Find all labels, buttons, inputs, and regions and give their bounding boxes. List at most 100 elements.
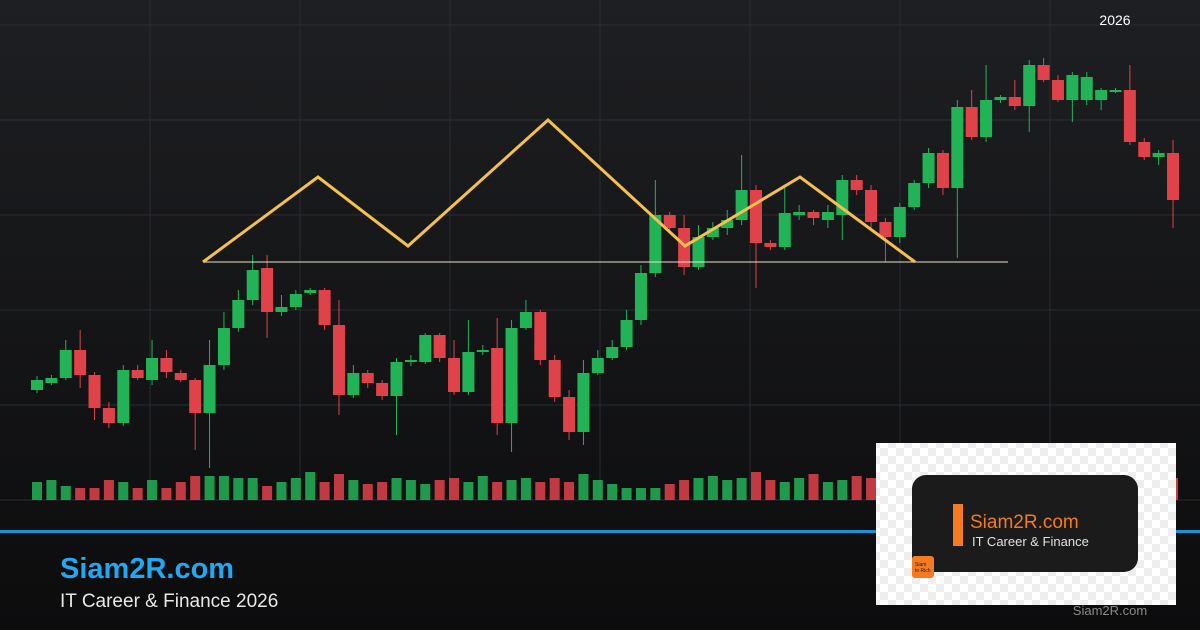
volume-bar	[132, 488, 143, 500]
candle-body	[821, 212, 834, 220]
candle-body	[980, 100, 993, 137]
candle-body	[893, 207, 906, 237]
candle-body	[117, 370, 130, 423]
volume-bar	[391, 478, 402, 500]
volume-bar	[75, 488, 86, 500]
volume-bar	[420, 484, 431, 500]
candle-body	[706, 228, 719, 237]
candle-body	[1080, 77, 1093, 100]
candle-body	[59, 350, 72, 378]
candle-body	[663, 215, 676, 228]
logo-badge	[912, 556, 934, 578]
logo: Siam2R.com IT Career & Finance Siam to R…	[876, 443, 1176, 605]
candle-body	[534, 312, 547, 360]
candle-body	[1023, 65, 1036, 106]
watermark: Siam2R.com	[1073, 603, 1147, 618]
candle-body	[1008, 97, 1021, 106]
candle-body	[865, 190, 878, 222]
candle-body	[692, 237, 705, 267]
volume-bar	[607, 484, 618, 500]
candle-body	[203, 365, 216, 413]
volume-bar	[779, 482, 790, 500]
candle-body	[232, 300, 245, 328]
candle-body	[793, 212, 806, 215]
volume-bar	[449, 478, 460, 500]
site-subtitle: IT Career & Finance 2026	[60, 591, 278, 612]
candle-body	[965, 107, 978, 137]
volume-bar	[262, 486, 273, 500]
volume-bar	[477, 476, 488, 500]
volume-bar	[650, 488, 661, 500]
volume-bar	[118, 482, 129, 500]
candle-body	[1167, 153, 1180, 200]
volume-bar	[866, 478, 877, 500]
candle-body	[922, 153, 935, 183]
candle-body	[850, 180, 863, 190]
volume-bar	[535, 482, 546, 500]
candle-body	[404, 360, 417, 362]
volume-bar	[348, 480, 359, 500]
volume-bar	[333, 474, 344, 500]
volume-bar	[635, 488, 646, 500]
grid	[0, 0, 1200, 501]
volume-bar	[707, 476, 718, 500]
volume-bar	[837, 480, 848, 500]
volume-bar	[233, 478, 244, 500]
volume-bar	[434, 480, 445, 500]
candle-body	[908, 183, 921, 207]
candle-body	[505, 328, 518, 423]
candle-body	[1095, 90, 1108, 100]
logo-bar	[953, 504, 963, 546]
volume-bar	[463, 482, 474, 500]
candle-body	[879, 222, 892, 237]
volume-bar	[46, 480, 57, 500]
candle-body	[31, 380, 43, 390]
candle-body	[591, 358, 604, 373]
volume-bar	[319, 482, 330, 500]
candle-body	[102, 408, 115, 423]
volume-bar	[736, 478, 747, 500]
candle-body	[261, 268, 274, 312]
candle-body	[246, 270, 259, 300]
candle-body	[390, 362, 403, 396]
volume-bar	[549, 478, 560, 500]
candle-body	[620, 320, 633, 347]
candle-body	[577, 373, 590, 432]
candle-body	[419, 335, 432, 362]
candle-body	[1037, 65, 1050, 80]
plot	[31, 58, 1180, 500]
volume-bar	[161, 488, 172, 500]
volume-bar	[592, 480, 603, 500]
volume-bar	[751, 472, 761, 500]
candle-body	[304, 290, 317, 293]
candle-body	[146, 358, 159, 380]
candle-body	[1152, 153, 1165, 157]
volume-bar	[190, 476, 201, 500]
candle-body	[563, 397, 576, 432]
candle-body	[519, 312, 532, 328]
volume-bar	[175, 482, 186, 500]
volume-bar	[822, 482, 833, 500]
volume-bar	[679, 480, 690, 500]
pattern-line	[202, 117, 916, 264]
candle-body	[45, 378, 58, 383]
candle-body	[778, 213, 791, 247]
volume-bar	[89, 488, 100, 500]
volume-bar	[578, 474, 589, 500]
volume-bar	[794, 478, 805, 500]
year: 2026	[1099, 12, 1130, 28]
candle-body	[476, 350, 489, 352]
candle-body	[1123, 90, 1136, 142]
volume-bar	[520, 478, 531, 500]
candle-body	[721, 220, 734, 228]
candle-body	[174, 373, 187, 380]
volume-bar	[851, 476, 862, 500]
candle-body	[750, 190, 762, 243]
candle-body	[951, 107, 964, 188]
candle-body	[160, 358, 173, 372]
volume-bar	[276, 482, 287, 500]
candle-body	[994, 97, 1007, 100]
candle-body	[1109, 90, 1122, 92]
volume-bar	[147, 480, 158, 500]
